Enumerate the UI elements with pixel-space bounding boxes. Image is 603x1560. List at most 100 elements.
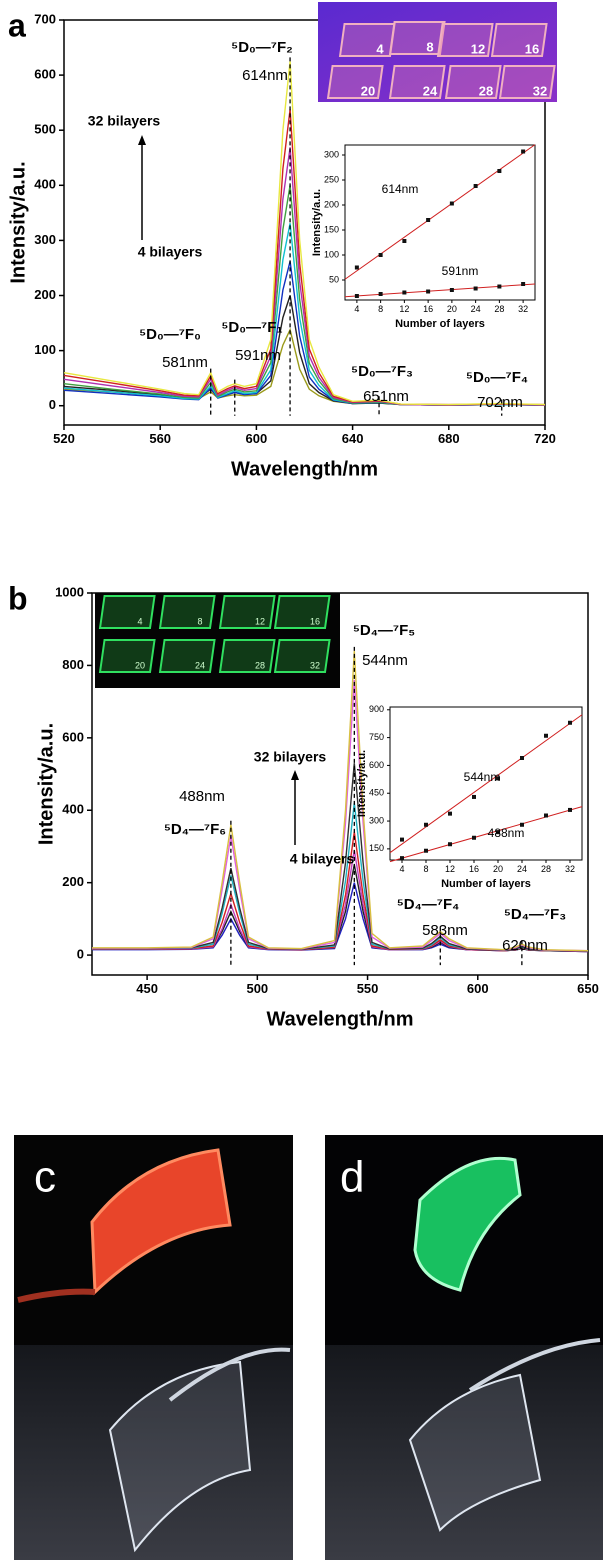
x-tick-label: 550 (357, 981, 379, 996)
annotation: 488nm (179, 788, 225, 805)
point (472, 794, 476, 799)
y-tick-label: 200 (324, 199, 339, 209)
tile-label: 16 (525, 41, 539, 56)
arrow-head (291, 770, 299, 780)
photo-bottom (14, 1345, 293, 1560)
x-tick-label: 600 (467, 981, 489, 996)
x-tick-label: 720 (534, 431, 556, 446)
film-tile (338, 23, 396, 57)
x-tick-label: 16 (469, 864, 479, 874)
x-tick-label: 20 (447, 304, 457, 314)
red-film (90, 1148, 232, 1296)
point (426, 218, 431, 222)
tile-label: 16 (310, 616, 320, 626)
panel-label: c (34, 1153, 56, 1202)
spectrum-line (92, 650, 589, 952)
x-tick-label: 560 (149, 431, 171, 446)
y-axis-label: Intensity/a.u. (7, 161, 29, 283)
x-tick-label: 450 (136, 981, 158, 996)
fit-line (389, 806, 583, 863)
x-tick-label: 8 (378, 304, 383, 314)
annotation: 32 bilayers (254, 749, 327, 765)
annotation: 488nm (488, 826, 525, 840)
annotation: 32 bilayers (88, 113, 161, 129)
film-tile (326, 65, 384, 99)
x-axis-label: Number of layers (395, 318, 485, 330)
point (354, 265, 359, 270)
y-axis-label: Intensity/a.u. (35, 723, 57, 845)
panel-label: d (340, 1153, 364, 1202)
x-tick-label: 600 (246, 431, 268, 446)
annotation: ⁵D₀—⁷F₁ (221, 319, 282, 336)
film-tile (218, 639, 276, 673)
y-tick-label: 400 (62, 802, 84, 817)
tile-label: 20 (135, 660, 145, 670)
point (520, 822, 524, 827)
tile-label: 24 (195, 660, 205, 670)
y-tick-label: 1000 (55, 584, 84, 599)
y-tick-label: 400 (34, 177, 56, 192)
x-tick-label: 28 (494, 304, 504, 314)
film-tile (158, 595, 216, 629)
y-tick-label: 600 (62, 729, 84, 744)
annotation: 614nm (382, 182, 419, 196)
annotation: 591nm (442, 264, 479, 278)
axes-frame (344, 144, 536, 301)
point (568, 720, 572, 725)
film-tile (498, 65, 556, 99)
tweezer (168, 1347, 291, 1402)
annotation: ⁵D₄—⁷F₅ (353, 622, 415, 639)
point (497, 169, 502, 173)
annotation: 614nm (242, 67, 288, 84)
annotation: ⁵D₄—⁷F₃ (504, 906, 566, 923)
panel-label: b (8, 580, 28, 616)
point (497, 284, 502, 289)
film-tile (218, 595, 276, 629)
point (449, 201, 454, 206)
point (521, 282, 526, 286)
spectrum-line (63, 61, 546, 406)
photo-d: d (325, 1135, 603, 1560)
clear-film (108, 1360, 252, 1553)
y-tick-label: 750 (369, 732, 384, 742)
point (424, 848, 428, 853)
point (473, 286, 478, 291)
x-tick-label: 24 (517, 864, 527, 874)
x-axis-label: Wavelength/nm (266, 1008, 413, 1030)
x-tick-label: 650 (577, 981, 599, 996)
annotation: ⁵D₄—⁷F₆ (164, 821, 226, 838)
film-tile (444, 65, 502, 99)
point (472, 835, 476, 840)
tweezer (468, 1338, 601, 1392)
annotation: ⁵D₀—⁷F₀ (139, 326, 201, 343)
x-tick-label: 24 (471, 304, 481, 314)
annotation: 4 bilayers (290, 851, 355, 867)
point (544, 733, 548, 738)
tile-label: 12 (471, 41, 485, 56)
y-tick-label: 300 (324, 149, 339, 159)
x-tick-label: 640 (342, 431, 364, 446)
y-axis-label: Intensity/a.u. (311, 189, 323, 256)
annotation: 581nm (162, 354, 208, 371)
spectrum-line (92, 763, 589, 952)
tile-label: 20 (361, 83, 375, 98)
point (521, 149, 526, 154)
point (449, 288, 454, 292)
y-tick-label: 150 (324, 224, 339, 234)
film-tile (388, 21, 446, 55)
x-tick-label: 28 (541, 864, 551, 874)
film-tile (158, 639, 216, 673)
x-tick-label: 12 (445, 864, 455, 874)
arrow-head (138, 135, 146, 145)
annotation: 4 bilayers (138, 244, 203, 260)
clear-film (408, 1373, 542, 1532)
y-tick-label: 100 (324, 249, 339, 259)
tile-label: 32 (533, 83, 547, 98)
x-tick-label: 500 (246, 981, 268, 996)
point (496, 776, 500, 781)
x-axis-label: Wavelength/nm (231, 458, 378, 480)
y-axis-label: Intensity/a.u. (356, 750, 368, 817)
y-tick-label: 0 (49, 397, 56, 412)
